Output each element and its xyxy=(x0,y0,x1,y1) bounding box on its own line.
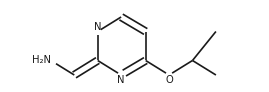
Text: N: N xyxy=(94,22,101,31)
Text: N: N xyxy=(117,75,125,85)
Text: H₂N: H₂N xyxy=(32,55,51,66)
Text: O: O xyxy=(165,75,173,85)
